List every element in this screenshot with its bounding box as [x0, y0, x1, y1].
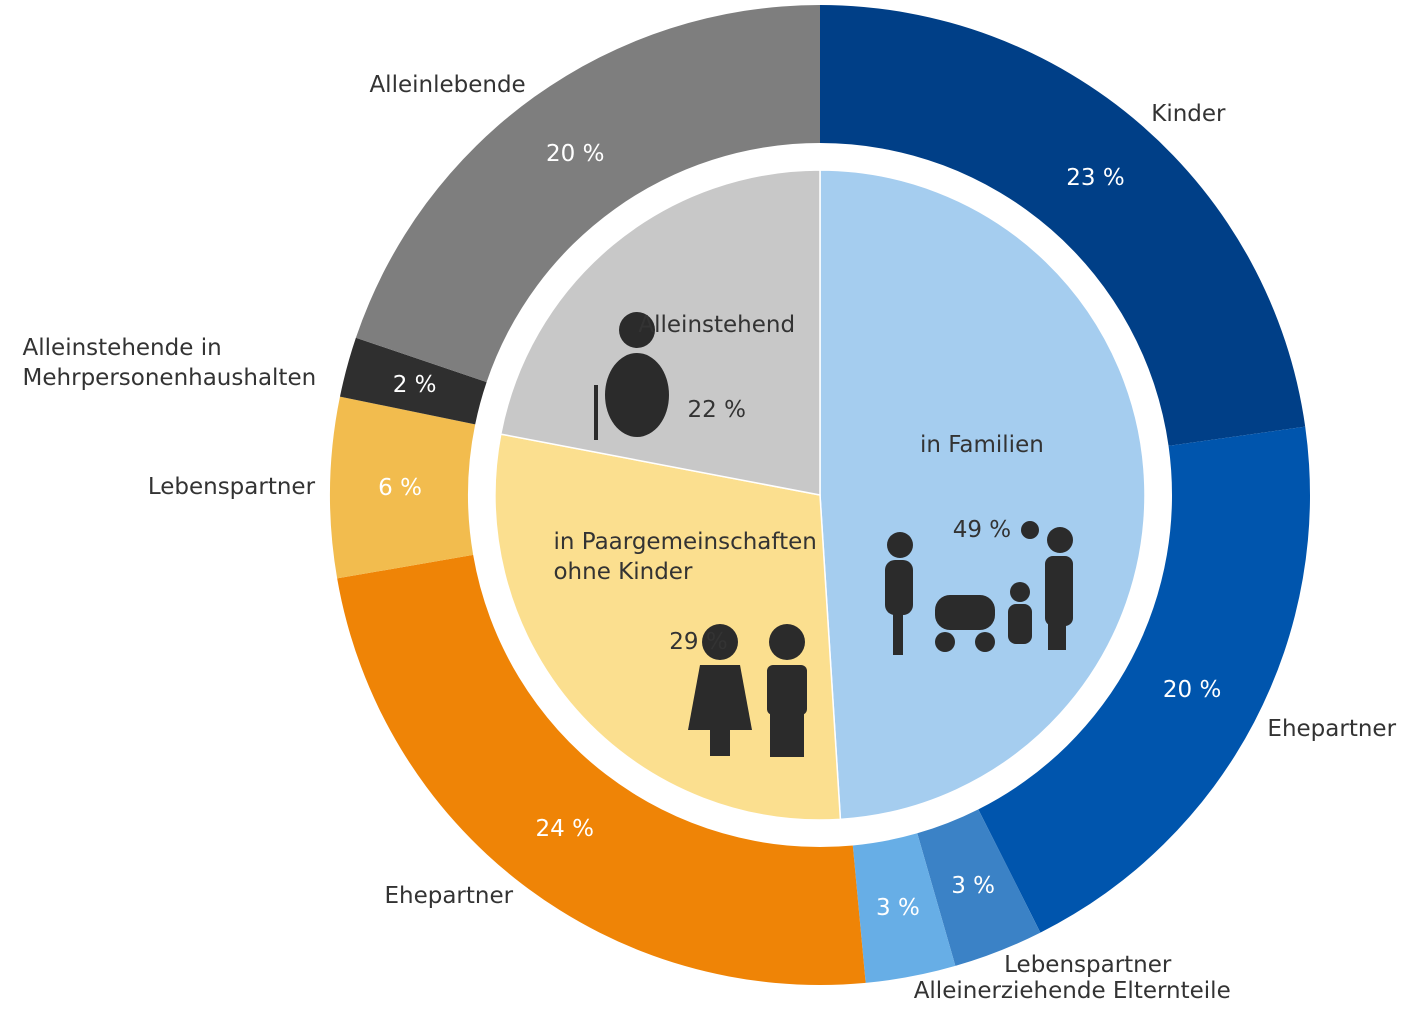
segment	[355, 5, 820, 383]
value-label: 2 %	[392, 372, 437, 399]
category-label: Kinder	[1151, 100, 1226, 127]
segment	[494, 433, 842, 821]
value-label: 6 %	[378, 475, 422, 502]
value-label: 24 %	[535, 815, 594, 842]
category-label: Alleinstehende in Mehrpersonenhaushalten	[22, 335, 317, 392]
segments	[330, 5, 1310, 985]
segment	[820, 5, 1306, 446]
value-label: 3 %	[951, 873, 996, 900]
value-label: 20 %	[1162, 676, 1222, 703]
icons	[594, 312, 1073, 757]
icon-elderly	[594, 312, 669, 440]
value-label: 49 %	[952, 516, 1012, 543]
category-label: Ehepartner	[1267, 716, 1397, 743]
icon-couple	[688, 624, 807, 757]
category-label: Lebenspartner	[147, 474, 316, 501]
category-label: Alleinerziehende Elternteile	[913, 978, 1231, 1005]
segment	[917, 809, 1041, 966]
value-label: 29 %	[669, 629, 728, 656]
segment	[337, 554, 866, 985]
icon-family	[885, 521, 1073, 655]
segment	[499, 169, 821, 496]
segment	[819, 169, 1146, 821]
segment	[330, 396, 476, 579]
segment	[339, 337, 487, 425]
category-label: Lebenspartner	[1004, 952, 1172, 979]
category-label: Alleinstehend	[638, 312, 796, 339]
value-label: 3 %	[876, 894, 920, 921]
value-label: 20 %	[546, 140, 605, 167]
category-label: in Paargemeinschaften ohne Kinder	[553, 529, 817, 586]
value-label: 22 %	[687, 397, 746, 424]
segment	[978, 426, 1310, 933]
value-label: 23 %	[1066, 164, 1125, 191]
category-label: Ehepartner	[384, 883, 514, 910]
segment	[852, 833, 956, 983]
category-label: Alleinlebende	[369, 71, 526, 98]
category-label: in Familien	[920, 431, 1044, 458]
